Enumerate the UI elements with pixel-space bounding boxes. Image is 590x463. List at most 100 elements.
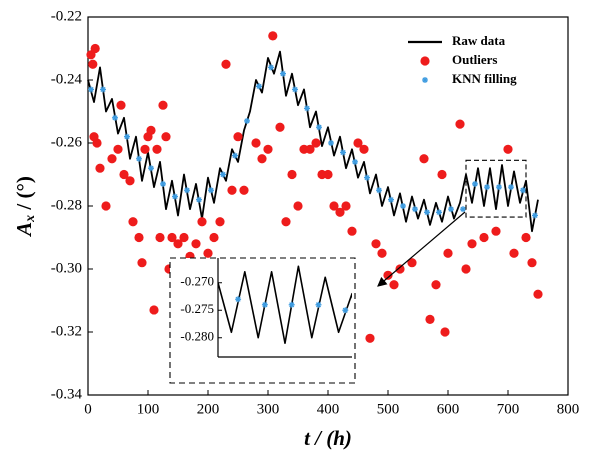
outlier — [431, 280, 441, 290]
knn-point — [448, 206, 454, 213]
knn-point — [256, 83, 262, 90]
outlier — [125, 176, 135, 186]
outlier — [395, 264, 405, 274]
outlier — [509, 248, 519, 258]
raw-line — [218, 265, 352, 345]
knn-point — [315, 301, 322, 308]
knn-point — [304, 105, 310, 112]
outlier — [137, 258, 147, 268]
zoom-box — [465, 159, 527, 218]
outlier — [233, 132, 243, 142]
legend-label: KNN filling — [452, 71, 517, 86]
knn-point — [261, 301, 268, 308]
knn-point — [340, 149, 346, 156]
outlier — [227, 185, 237, 195]
knn-point — [460, 206, 466, 213]
outlier — [161, 132, 171, 142]
outlier — [116, 100, 126, 110]
knn-point — [196, 196, 202, 203]
outlier — [149, 305, 159, 315]
outlier — [455, 119, 465, 129]
outlier — [263, 144, 273, 154]
x-tick-label: 300 — [257, 401, 280, 417]
inset-y-tick-label: -0.275 — [180, 301, 214, 316]
knn-point — [148, 165, 154, 172]
outlier — [197, 217, 207, 227]
knn-point — [235, 296, 242, 303]
x-tick-label: 500 — [377, 401, 400, 417]
outlier — [359, 144, 369, 154]
outlier — [88, 59, 98, 69]
outlier — [239, 185, 249, 195]
outlier — [287, 169, 297, 180]
outlier — [113, 144, 123, 154]
outlier — [377, 248, 387, 258]
knn-point — [328, 140, 334, 146]
knn-point — [172, 193, 178, 200]
outlier — [479, 232, 489, 243]
y-tick-label: -0.30 — [51, 260, 82, 276]
outlier — [440, 327, 450, 337]
outlier — [425, 314, 435, 324]
outlier — [209, 232, 219, 243]
knn-point — [352, 158, 358, 165]
outlier — [152, 144, 162, 154]
outlier — [101, 201, 111, 211]
outlier — [257, 154, 267, 164]
outlier — [275, 122, 285, 132]
x-tick-label: 700 — [497, 401, 520, 417]
outlier — [419, 154, 429, 164]
legend-circle — [420, 56, 430, 66]
knn-point — [100, 86, 106, 93]
y-label-sub: x — [23, 215, 38, 223]
outlier — [268, 31, 278, 41]
outlier — [371, 239, 381, 249]
outlier — [335, 207, 345, 217]
inset-y-tick-label: -0.280 — [180, 329, 214, 344]
knn-point — [280, 70, 286, 77]
outlier — [95, 163, 105, 173]
outlier — [215, 217, 225, 227]
knn-point — [376, 187, 382, 194]
outlier — [527, 258, 537, 268]
outlier — [389, 280, 399, 290]
outlier — [347, 226, 357, 236]
outlier — [191, 239, 201, 249]
knn-point — [244, 117, 250, 124]
knn-point — [220, 171, 226, 178]
outlier — [146, 125, 156, 135]
outlier — [329, 201, 339, 211]
outlier — [107, 154, 117, 164]
outlier — [323, 169, 333, 180]
x-tick-label: 100 — [137, 401, 160, 417]
knn-point — [316, 124, 322, 131]
outlier — [128, 217, 138, 227]
x-tick-label: 0 — [84, 401, 92, 417]
y-tick-label: -0.26 — [51, 134, 83, 150]
outlier — [155, 232, 165, 243]
outlier — [167, 232, 177, 243]
inset-plot — [218, 265, 352, 345]
knn-point — [292, 86, 298, 93]
outlier — [365, 333, 375, 343]
outlier — [119, 169, 129, 180]
outlier — [281, 217, 291, 227]
legend-star — [422, 77, 428, 83]
outlier — [173, 239, 183, 249]
knn-point — [520, 187, 526, 194]
knn-point — [268, 64, 274, 71]
outlier — [503, 144, 513, 154]
zoom-arrow — [377, 211, 466, 287]
knn-point — [112, 114, 118, 121]
knn-point — [136, 155, 142, 162]
legend-label: Outliers — [452, 52, 498, 67]
outlier — [521, 232, 531, 243]
outlier — [251, 138, 261, 148]
outlier — [491, 226, 501, 236]
inset-y-tick-label: -0.270 — [180, 274, 214, 289]
outlier — [443, 248, 453, 258]
y-tick-label: -0.22 — [51, 8, 82, 24]
knn-point — [388, 196, 394, 203]
y-axis-label: Ax / (°) — [12, 176, 38, 238]
x-axis-label: t / (h) — [304, 426, 352, 450]
